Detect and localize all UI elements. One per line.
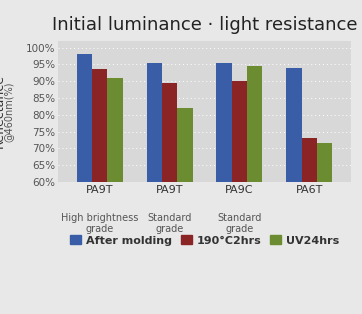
Bar [317, 143, 332, 314]
Y-axis label: Reflectance: Reflectance [0, 74, 6, 149]
Text: Standard
grade: Standard grade [147, 213, 192, 234]
Legend: After molding, 190°C2hrs, UV24hrs: After molding, 190°C2hrs, UV24hrs [66, 231, 343, 250]
Bar [232, 81, 247, 314]
Bar [108, 78, 123, 314]
Bar [216, 63, 232, 314]
Bar [147, 63, 162, 314]
Bar [162, 83, 177, 314]
Bar [92, 69, 108, 314]
Title: Initial luminance · light resistance: Initial luminance · light resistance [52, 16, 357, 34]
Text: Standard
grade: Standard grade [217, 213, 262, 234]
Text: @460nm(%): @460nm(%) [3, 81, 13, 142]
Text: High brightness
grade: High brightness grade [61, 213, 139, 234]
Bar [286, 68, 302, 314]
Bar [302, 138, 317, 314]
Bar [177, 108, 193, 314]
Bar [247, 66, 262, 314]
Bar [77, 54, 92, 314]
